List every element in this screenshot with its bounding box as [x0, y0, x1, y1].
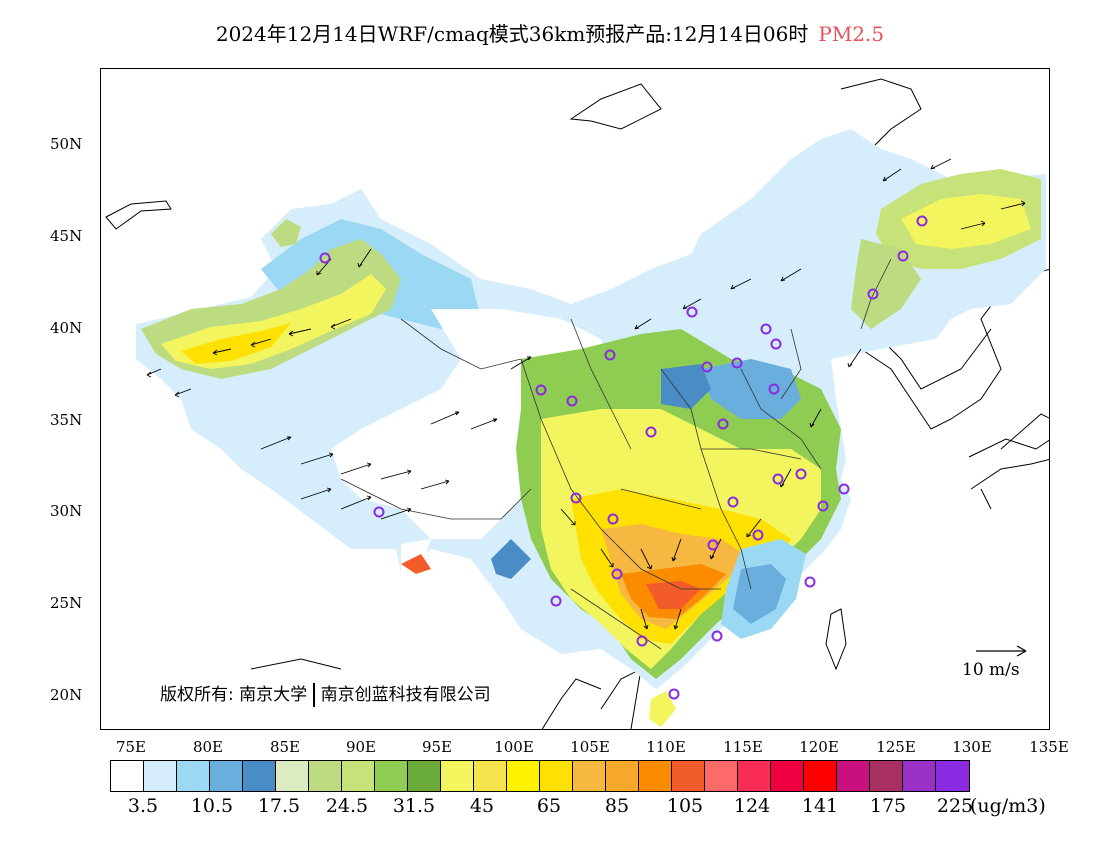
city-markers — [319, 215, 928, 700]
colorbar-swatch — [606, 761, 639, 791]
colorbar-label: 124 — [733, 795, 771, 817]
colorbar-swatch — [540, 761, 573, 791]
copyright-notice: 版权所有: 南京大学 南京创蓝科技有限公司 — [160, 680, 491, 707]
colorbar-swatch — [507, 761, 540, 791]
colorbar-swatch — [936, 761, 969, 791]
colorbar-swatch — [705, 761, 738, 791]
colorbar-swatch — [639, 761, 672, 791]
reference-arrow-icon — [976, 645, 1027, 657]
colorbar-swatch — [342, 761, 375, 791]
lon-label-80e: 80E — [192, 738, 224, 756]
colorbar-swatch — [738, 761, 771, 791]
colorbar-label: 24.5 — [325, 795, 369, 817]
title-text: 2024年12月14日WRF/cmaq模式36km预报产品:12月14日06时 — [215, 22, 809, 46]
lon-label-85e: 85E — [269, 738, 301, 756]
lon-label-115e: 115E — [723, 738, 763, 756]
colorbar-label: 3.5 — [127, 795, 159, 817]
copyright-prefix: 版权所有: — [160, 685, 234, 705]
colorbar-swatch — [771, 761, 804, 791]
colorbar-swatch — [804, 761, 837, 791]
colorbar-swatch — [309, 761, 342, 791]
lon-label-75e: 75E — [115, 738, 147, 756]
colorbar-label: 31.5 — [392, 795, 436, 817]
colorbar-swatch — [441, 761, 474, 791]
lon-label-125e: 125E — [876, 738, 916, 756]
colorbar-swatch — [375, 761, 408, 791]
lon-label-105e: 105E — [570, 738, 610, 756]
colorbar-label: 105 — [666, 795, 704, 817]
colorbar-swatch — [276, 761, 309, 791]
chart-title: 2024年12月14日WRF/cmaq模式36km预报产品:12月14日06时 P… — [0, 18, 1100, 47]
colorbar-swatch — [210, 761, 243, 791]
lat-label-40n: 40N — [50, 319, 83, 337]
lat-label-30n: 30N — [50, 502, 83, 520]
colorbar-swatch — [672, 761, 705, 791]
lon-label-100e: 100E — [494, 738, 534, 756]
copyright-org-company: 南京创蓝科技有限公司 — [320, 685, 491, 705]
colorbar-swatch — [474, 761, 507, 791]
colorbar-swatch — [573, 761, 606, 791]
colorbar-label: 10.5 — [190, 795, 234, 817]
pm25-forecast-map — [105, 78, 1049, 729]
copyright-org-nju: 南京大学 — [239, 685, 308, 705]
colorbar-label: 45 — [469, 795, 495, 817]
colorbar-label: 141 — [801, 795, 839, 817]
lon-label-90e: 90E — [345, 738, 377, 756]
lon-label-110e: 110E — [646, 738, 686, 756]
colorbar-swatch — [177, 761, 210, 791]
lat-label-35n: 35N — [50, 411, 83, 429]
lon-label-135e: 135E — [1029, 738, 1069, 756]
colorbar-swatch — [870, 761, 903, 791]
colorbar-label: 85 — [604, 795, 630, 817]
lon-label-95e: 95E — [421, 738, 453, 756]
province-borders — [340, 258, 892, 650]
copyright-separator — [313, 683, 315, 707]
pm25-field — [136, 129, 1046, 727]
colorbar-swatch — [144, 761, 177, 791]
lat-label-20n: 20N — [50, 686, 83, 704]
colorbar-swatch — [111, 761, 144, 791]
lat-label-25n: 25N — [50, 594, 83, 612]
colorbar-label: 225 — [936, 795, 974, 817]
colorbar-label: 65 — [536, 795, 562, 817]
colorbar-units: (ug/m3) — [970, 795, 1046, 817]
lat-label-50n: 50N — [50, 135, 83, 153]
reference-vector-label: 10 m/s — [962, 660, 1020, 680]
lon-label-120e: 120E — [799, 738, 839, 756]
colorbar-swatch — [408, 761, 441, 791]
colorbar-label: 17.5 — [257, 795, 301, 817]
colorbar-swatch — [243, 761, 276, 791]
pollutant-label: PM2.5 — [818, 22, 885, 46]
lat-label-45n: 45N — [50, 227, 83, 245]
colorbar-label: 175 — [869, 795, 907, 817]
map-frame — [100, 68, 1050, 730]
lon-label-130e: 130E — [952, 738, 992, 756]
colorbar — [110, 760, 970, 792]
colorbar-swatch — [903, 761, 936, 791]
colorbar-swatch — [837, 761, 870, 791]
